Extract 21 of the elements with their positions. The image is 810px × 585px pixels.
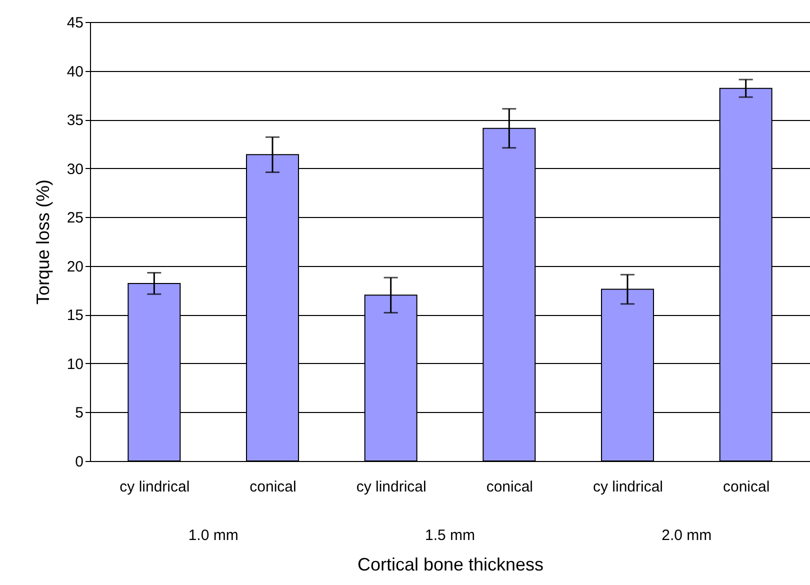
y-tick-label: 25 [66,210,84,227]
x-tick-label: cy lindrical [356,478,426,496]
y-tick-label: 35 [66,112,84,130]
x-tick-label: cy lindrical [120,478,190,496]
x-tick-label: conical [250,478,296,496]
y-tick-label: 40 [66,63,84,80]
y-tick-label: 30 [66,160,84,178]
text: 2.0 mm [662,527,712,544]
x-tick-label: cy lindrical [592,478,664,496]
y-tick-label: 15 [66,307,84,324]
y-axis-title: Torque loss (%) [32,179,53,305]
text: 1.5 mm [424,527,476,544]
text: 1.0 mm [188,527,238,544]
y-tick-label: 0 [75,454,84,470]
y-tick-label: 45 [66,14,84,32]
x-tick-label: conical [722,478,770,496]
y-tick-label: 20 [66,258,84,276]
y-tick-label: 10 [66,356,84,373]
y-tick-label: 5 [75,404,84,422]
x-tick-label: conical [486,478,534,496]
x-axis-title: Cortical bone thickness [357,554,544,574]
